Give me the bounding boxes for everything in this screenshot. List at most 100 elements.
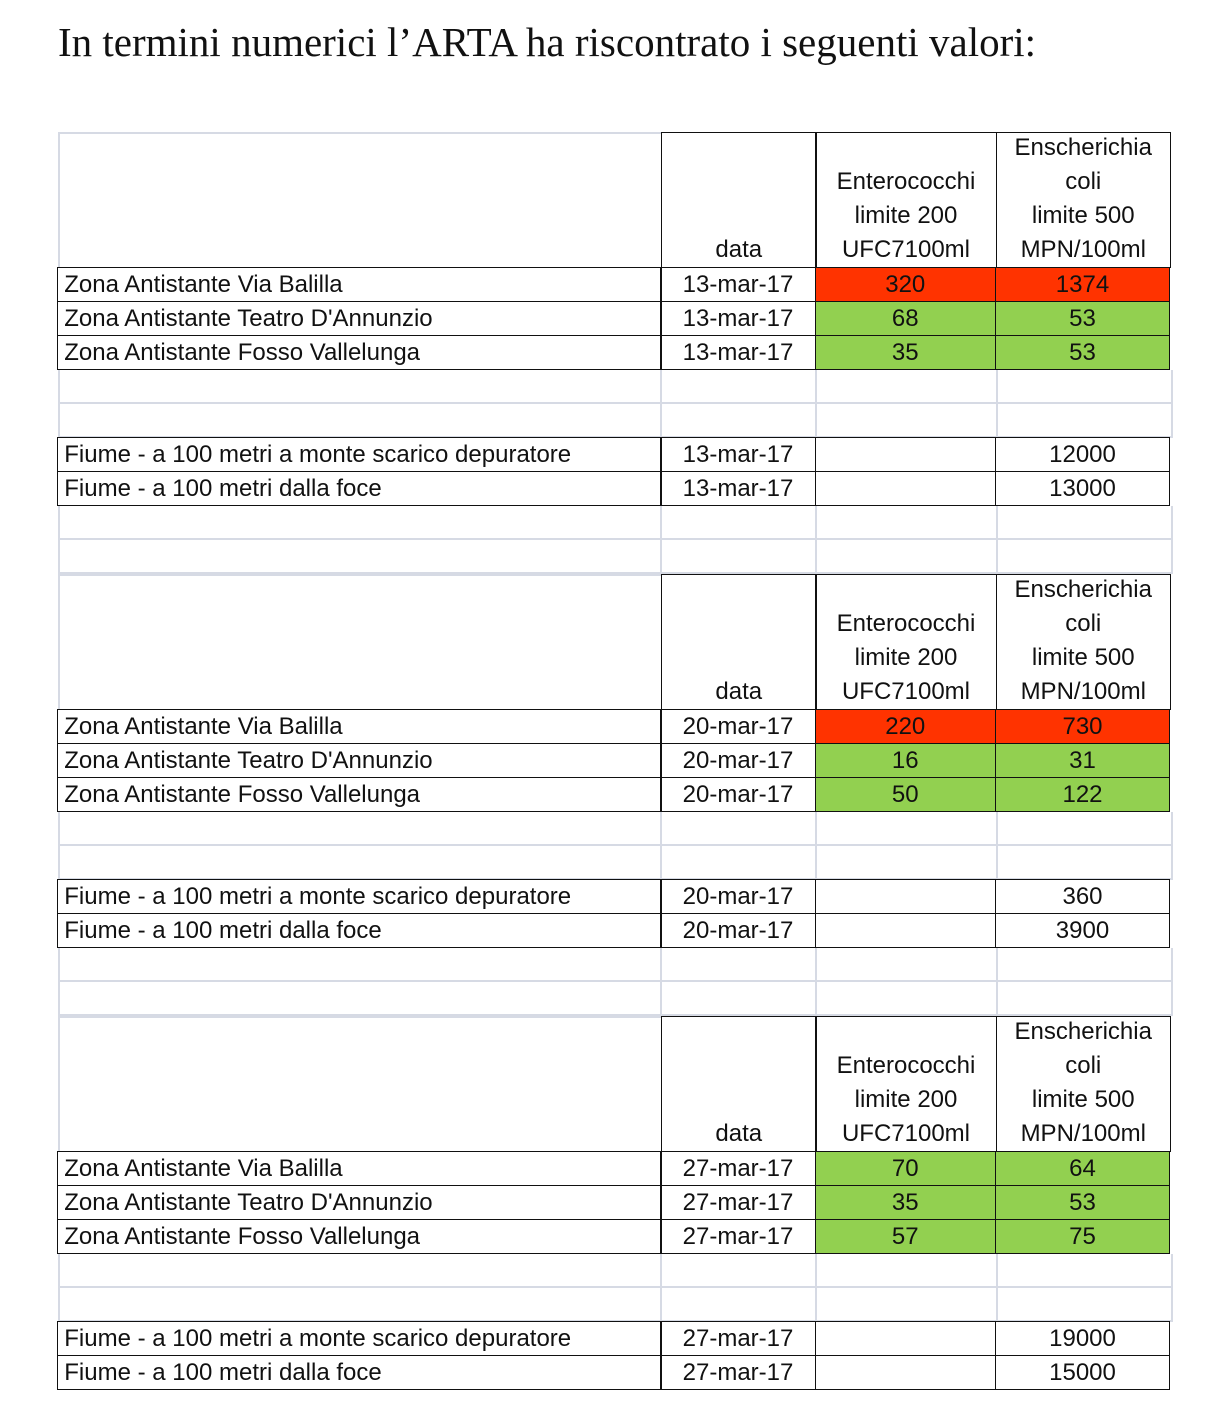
sample-date: 13-mar-17 xyxy=(660,267,816,302)
empty-cell xyxy=(817,1254,998,1288)
enterococchi-value: 50 xyxy=(814,777,996,812)
sample-date: 27-mar-17 xyxy=(660,1321,816,1356)
ecoli-value: 75 xyxy=(995,1219,1170,1254)
ecoli-value: 53 xyxy=(995,335,1170,370)
site-name: Fiume - a 100 metri dalla foce xyxy=(57,1355,662,1390)
zone-row: Zona Antistante Fosso Vallelunga 20-mar-1… xyxy=(57,777,1173,812)
sample-date: 20-mar-17 xyxy=(660,913,816,948)
empty-row xyxy=(58,404,1173,438)
sample-date: 20-mar-17 xyxy=(660,709,816,744)
header-enterococchi: Enterococchi limite 200 UFC7100ml xyxy=(815,1016,997,1152)
empty-cell xyxy=(58,404,662,438)
site-name: Fiume - a 100 metri a monte scarico depu… xyxy=(57,879,662,914)
sample-date: 13-mar-17 xyxy=(660,437,816,472)
zone-row: Zona Antistante Teatro D'Annunzio 20-mar-… xyxy=(57,743,1173,778)
header-row: data Enterococchi limite 200 UFC7100ml Ens… xyxy=(58,1016,1173,1152)
empty-cell xyxy=(998,404,1173,438)
site-name: Fiume - a 100 metri dalla foce xyxy=(57,913,662,948)
sample-date: 27-mar-17 xyxy=(660,1355,816,1390)
ecoli-value: 53 xyxy=(995,1185,1170,1220)
zone-name: Zona Antistante Teatro D'Annunzio xyxy=(57,743,662,778)
river-row: Fiume - a 100 metri dalla foce 20-mar-17 3… xyxy=(57,913,1173,948)
ecoli-value: 730 xyxy=(995,709,1170,744)
zone-name: Zona Antistante Teatro D'Annunzio xyxy=(57,301,662,336)
enterococchi-value: 70 xyxy=(814,1151,996,1186)
empty-cell xyxy=(662,812,817,846)
ecoli-value: 31 xyxy=(995,743,1170,778)
empty-row xyxy=(58,948,1173,982)
empty-cell xyxy=(817,540,998,574)
enterococchi-value: 57 xyxy=(814,1219,996,1254)
river-row: Fiume - a 100 metri dalla foce 13-mar-17 1… xyxy=(57,471,1173,506)
empty-cell xyxy=(998,540,1173,574)
results-table: data Enterococchi limite 200 UFC7100ml Ens… xyxy=(57,132,1173,1390)
sample-date: 20-mar-17 xyxy=(660,743,816,778)
empty-cell xyxy=(817,370,998,404)
header-blank-cell xyxy=(58,1016,662,1152)
sample-date: 13-mar-17 xyxy=(660,335,816,370)
river-row: Fiume - a 100 metri dalla foce 27-mar-17 1… xyxy=(57,1355,1173,1390)
empty-cell xyxy=(662,506,817,540)
zone-name: Zona Antistante Fosso Vallelunga xyxy=(57,1219,662,1254)
zone-name: Zona Antistante Via Balilla xyxy=(57,267,662,302)
ecoli-value: 360 xyxy=(995,879,1170,914)
header-enterococchi: Enterococchi limite 200 UFC7100ml xyxy=(815,574,997,710)
empty-cell xyxy=(662,1254,817,1288)
river-row: Fiume - a 100 metri a monte scarico depu… xyxy=(57,1321,1173,1356)
zone-name: Zona Antistante Fosso Vallelunga xyxy=(57,777,662,812)
page-title: In termini numerici l’ARTA ha riscontrat… xyxy=(58,19,1037,65)
empty-cell xyxy=(58,982,662,1016)
zone-row: Zona Antistante Fosso Vallelunga 27-mar-1… xyxy=(57,1219,1173,1254)
empty-cell xyxy=(817,1288,998,1322)
empty-row xyxy=(58,1254,1173,1288)
empty-cell xyxy=(662,370,817,404)
empty-cell xyxy=(662,540,817,574)
header-ecoli: Enscherichia coli limite 500 MPN/100ml xyxy=(995,1016,1171,1152)
site-name: Fiume - a 100 metri dalla foce xyxy=(57,471,662,506)
ecoli-value: 13000 xyxy=(995,471,1170,506)
empty-cell xyxy=(817,948,998,982)
empty-row xyxy=(58,540,1173,574)
zone-row: Zona Antistante Teatro D'Annunzio 27-mar-… xyxy=(57,1185,1173,1220)
site-name: Fiume - a 100 metri a monte scarico depu… xyxy=(57,1321,662,1356)
empty-cell xyxy=(998,846,1173,880)
sample-date: 27-mar-17 xyxy=(660,1151,816,1186)
empty-cell xyxy=(58,948,662,982)
enterococchi-value xyxy=(814,879,996,914)
empty-cell xyxy=(998,1254,1173,1288)
header-ecoli: Enscherichia coli limite 500 MPN/100ml xyxy=(995,574,1171,710)
empty-cell xyxy=(817,506,998,540)
empty-cell xyxy=(662,982,817,1016)
enterococchi-value: 68 xyxy=(814,301,996,336)
empty-row xyxy=(58,370,1173,404)
empty-cell xyxy=(662,948,817,982)
header-date: data xyxy=(661,132,817,268)
empty-cell xyxy=(662,846,817,880)
ecoli-value: 1374 xyxy=(995,267,1170,302)
sample-date: 20-mar-17 xyxy=(660,879,816,914)
empty-cell xyxy=(817,846,998,880)
empty-cell xyxy=(998,370,1173,404)
header-date: data xyxy=(661,1016,817,1152)
ecoli-value: 15000 xyxy=(995,1355,1170,1390)
zone-row: Zona Antistante Fosso Vallelunga 13-mar-1… xyxy=(57,335,1173,370)
ecoli-value: 64 xyxy=(995,1151,1170,1186)
empty-row xyxy=(58,1288,1173,1322)
empty-cell xyxy=(58,846,662,880)
header-enterococchi: Enterococchi limite 200 UFC7100ml xyxy=(815,132,997,268)
empty-row xyxy=(58,846,1173,880)
ecoli-value: 122 xyxy=(995,777,1170,812)
zone-name: Zona Antistante Via Balilla xyxy=(57,709,662,744)
sample-date: 13-mar-17 xyxy=(660,301,816,336)
sample-date: 27-mar-17 xyxy=(660,1185,816,1220)
zone-name: Zona Antistante Fosso Vallelunga xyxy=(57,335,662,370)
empty-row xyxy=(58,812,1173,846)
ecoli-value: 19000 xyxy=(995,1321,1170,1356)
empty-row xyxy=(58,982,1173,1016)
enterococchi-value: 16 xyxy=(814,743,996,778)
enterococchi-value: 220 xyxy=(814,709,996,744)
header-date: data xyxy=(661,574,817,710)
empty-cell xyxy=(58,540,662,574)
enterococchi-value: 35 xyxy=(814,335,996,370)
empty-cell xyxy=(998,948,1173,982)
